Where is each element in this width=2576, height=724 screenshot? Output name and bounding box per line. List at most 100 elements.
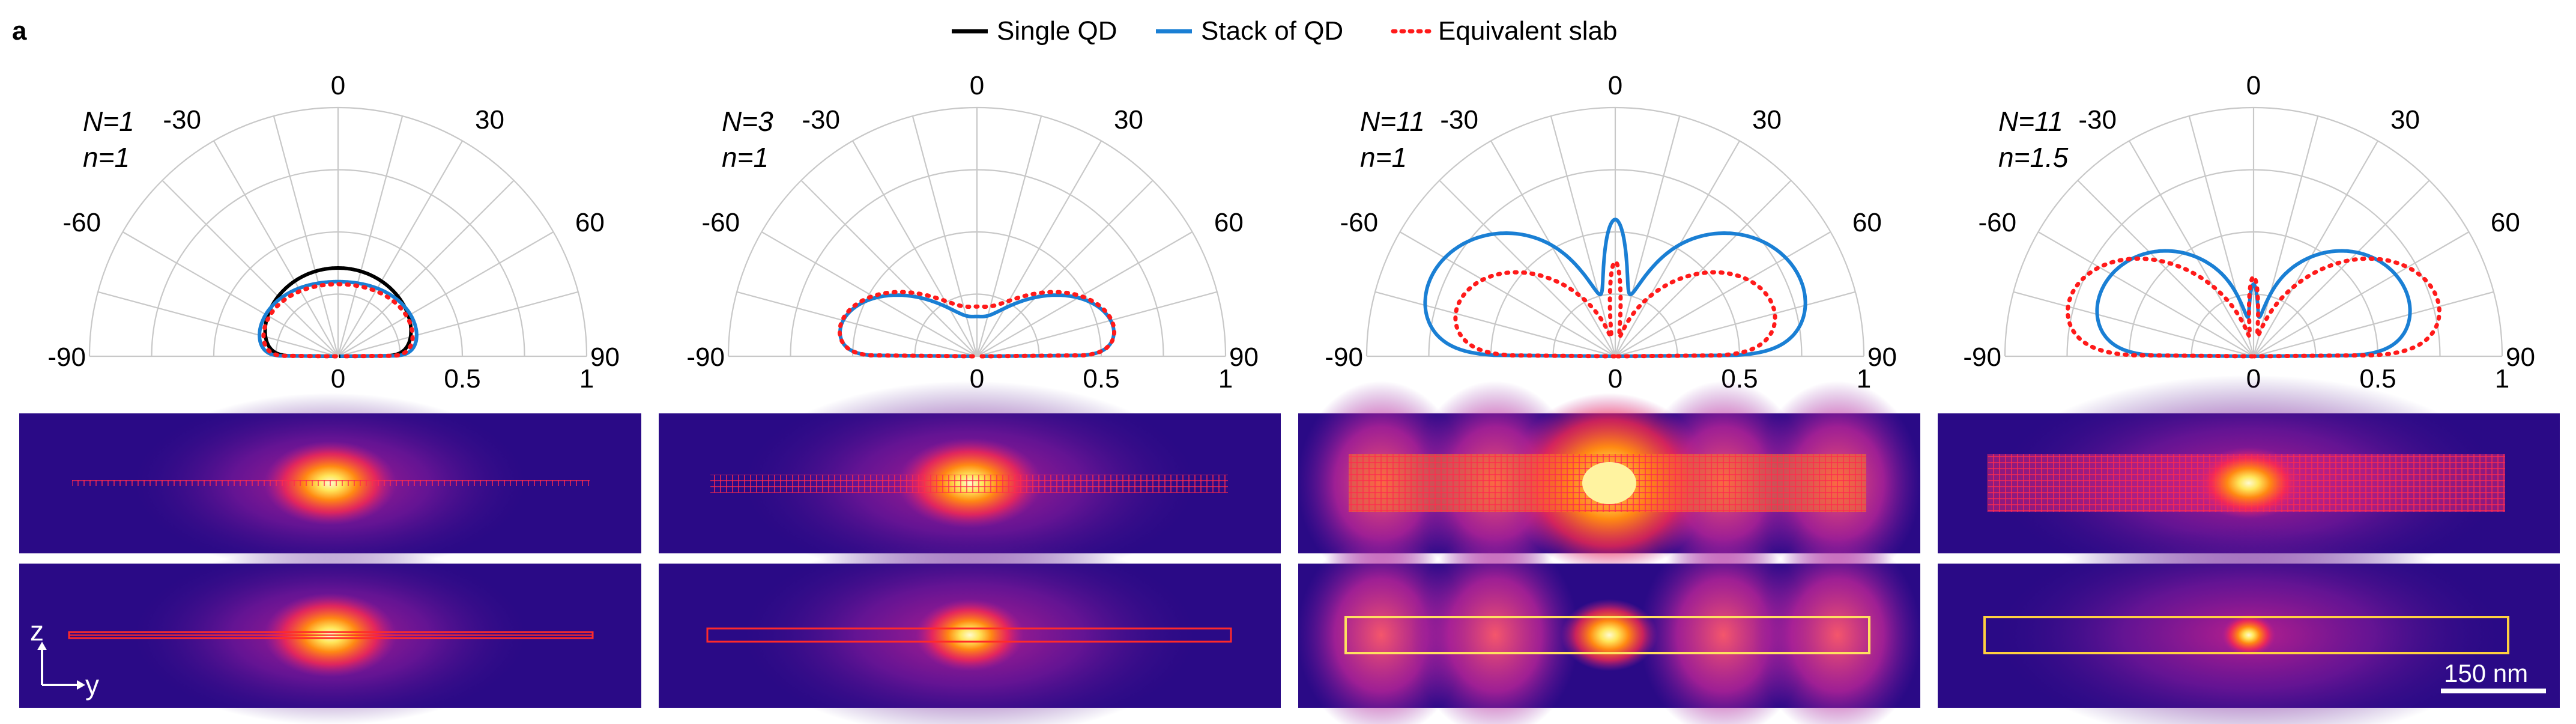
polar-spoke (1615, 140, 1740, 357)
angle-tick-label: 30 (475, 105, 504, 135)
polar-spoke (2077, 180, 2254, 357)
series-single-qd (263, 266, 413, 358)
polar-plots: -90 -60 -30 0 30 60 90 0 0.5 1 N=1 n=1 -90 -60 -30 0 30 6… (47, 71, 2535, 394)
plot-annotation: n=1 (83, 142, 130, 173)
field-map-n1-top (19, 393, 641, 573)
polar-spoke (122, 231, 339, 357)
field-map-n1-bottom (19, 545, 641, 724)
radial-tick-label: 0 (331, 364, 345, 394)
angle-tick-label: 60 (1214, 208, 1244, 237)
plot-annotation: n=1 (722, 142, 769, 173)
polar-spoke (1399, 231, 1616, 357)
series-stack-of-qd (258, 279, 419, 358)
plot-annotation: N=1 (83, 106, 135, 137)
field-map-n3-bottom (659, 533, 1281, 724)
scale-bar: 150 nm (2441, 659, 2546, 693)
angle-tick-label: 0 (970, 71, 984, 100)
angle-tick-label: 0 (2246, 71, 2261, 100)
angle-tick-label: -90 (47, 342, 86, 372)
angle-tick-label: -30 (163, 105, 201, 135)
angle-tick-label: 60 (1852, 208, 1882, 237)
field-map-n11-n15-bottom (1938, 527, 2560, 724)
polar-spoke (337, 291, 579, 357)
polar-spoke (976, 140, 1102, 357)
plot-annotation: n=1 (1360, 142, 1407, 173)
polar-spoke (1550, 115, 1616, 357)
angle-tick-label: 30 (1752, 105, 1782, 135)
polar-grid (1365, 106, 1865, 357)
polar-spoke (273, 115, 339, 357)
angle-tick-label: 30 (1114, 105, 1143, 135)
polar-spoke (761, 231, 978, 357)
polar-spoke (337, 115, 404, 357)
plot-annotation: N=3 (722, 106, 773, 137)
series-stack-of-qd (1423, 218, 1807, 358)
radial-tick-label: 1 (1218, 364, 1233, 394)
polar-spoke (162, 180, 339, 357)
radial-tick-label: 1 (579, 364, 594, 394)
legend: Single QD Stack of QD Equivalent slab (952, 16, 1617, 46)
series-equivalent-slab (1453, 260, 1777, 359)
angle-tick-label: 90 (2506, 342, 2535, 372)
angle-tick-label: -30 (1440, 105, 1478, 135)
series-stack-of-qd (838, 293, 1116, 358)
polar-grid (727, 106, 1227, 357)
polar-plot-1: -90 -60 -30 0 30 60 90 0 0.5 1 N=1 n=1 (47, 71, 620, 394)
angle-tick-label: -30 (2078, 105, 2117, 135)
series-equivalent-slab (261, 282, 415, 359)
angle-tick-label: 30 (2390, 105, 2420, 135)
legend-label-single-qd: Single QD (997, 16, 1117, 46)
polar-spoke (1615, 231, 1831, 357)
angle-tick-label: -90 (1325, 342, 1363, 372)
angle-tick-label: -30 (802, 105, 840, 135)
polar-spoke (2129, 140, 2254, 357)
legend-label-stack-of-qd: Stack of QD (1201, 16, 1343, 46)
polar-grid (2004, 106, 2503, 357)
polar-spoke (912, 115, 978, 357)
polar-spoke (736, 291, 978, 357)
polar-spoke (976, 115, 1042, 357)
angle-tick-label: -60 (1340, 208, 1378, 237)
axis-z-label: z (30, 615, 44, 646)
polar-spoke (2253, 140, 2378, 357)
polar-spoke (2253, 180, 2430, 357)
angle-tick-label: -60 (701, 208, 740, 237)
series-equivalent-slab (2066, 256, 2441, 359)
field-map-n11-n15-top (1938, 375, 2560, 591)
polar-spoke (1439, 180, 1616, 357)
panel-label-a: a (12, 16, 27, 46)
angle-tick-label: -60 (62, 208, 101, 237)
angle-tick-label: 90 (590, 342, 620, 372)
field-map-n11-top (1297, 381, 1921, 585)
polar-spoke (213, 140, 339, 357)
polar-spoke (337, 140, 463, 357)
polar-spoke (2252, 115, 2319, 357)
radial-tick-label: 0 (1608, 364, 1622, 394)
angle-tick-label: 90 (1867, 342, 1897, 372)
polar-spoke (1614, 115, 1681, 357)
field-maps: z y 150 nm (19, 375, 2560, 724)
polar-spoke (1615, 180, 1792, 357)
polar-spoke (976, 291, 1218, 357)
polar-spoke (97, 291, 339, 357)
angle-tick-label: 0 (331, 71, 345, 100)
zy-axis-indicator: z y (30, 615, 99, 701)
radial-tick-label: 0.5 (1083, 364, 1119, 394)
polar-spoke (337, 231, 554, 357)
angle-tick-label: -60 (1978, 208, 2016, 237)
radial-tick-label: 0.5 (444, 364, 480, 394)
angle-tick-label: -90 (1963, 342, 2001, 372)
plot-annotation: n=1.5 (1998, 142, 2069, 173)
polar-spoke (337, 180, 515, 357)
polar-spoke (1615, 291, 1856, 357)
axis-y-label: y (85, 669, 99, 701)
polar-spoke (800, 180, 978, 357)
polar-spoke (1374, 291, 1616, 357)
angle-tick-label: 60 (2491, 208, 2520, 237)
radial-tick-label: 1 (2495, 364, 2509, 394)
field-map-n3-top (659, 381, 1281, 585)
